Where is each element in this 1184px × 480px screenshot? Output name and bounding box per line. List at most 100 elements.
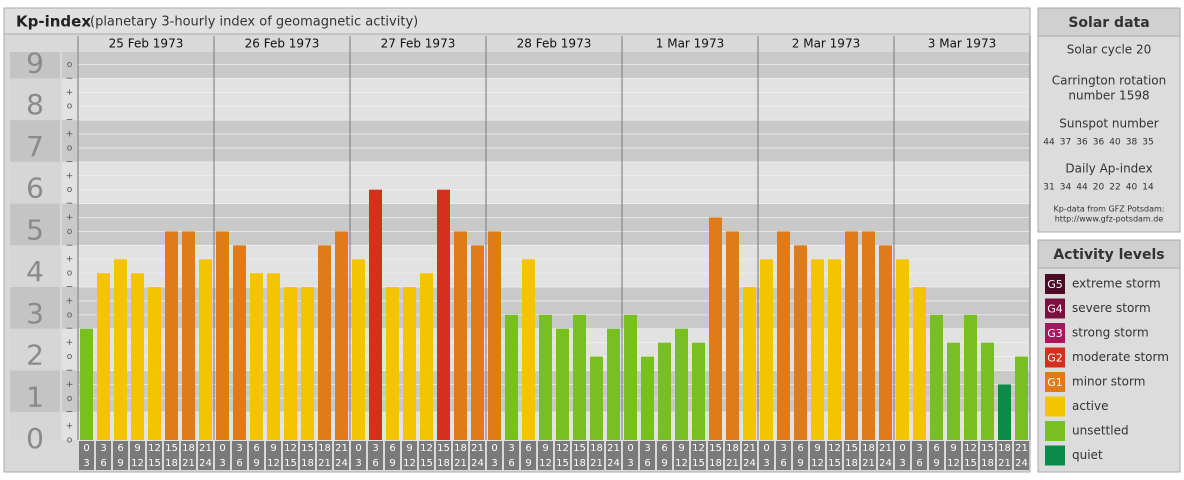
ap-value: 44 [1076,183,1088,193]
slot-label: 12 [284,443,297,454]
y-tick-label: 4 [26,255,44,288]
header [3,7,1031,35]
axis-band [62,245,77,288]
slot-box [997,441,1012,470]
slot-label: 21 [1015,443,1028,454]
minor-tick-label: o [67,394,73,404]
slot-label: 9 [950,443,956,454]
legend-label: severe storm [1072,301,1151,315]
slot-box [912,441,927,470]
bar [199,259,212,440]
slot-box [351,441,366,470]
axis-band [10,245,60,288]
day-label: 1 Mar 1973 [656,37,724,51]
slot-label: 21 [471,443,484,454]
bar [369,189,382,440]
minor-tick-label: o [67,227,73,237]
y-tick-label: 7 [26,130,44,163]
slot-label: 15 [165,443,178,454]
slot-label: 18 [845,458,858,469]
day-label: 2 Mar 1973 [792,37,860,51]
legend-title: Activity levels [1053,247,1164,263]
slot-box [96,441,111,470]
bar [267,273,280,440]
slot-label: 0 [763,443,769,454]
slot-label: 6 [797,443,803,454]
bar [318,245,331,440]
source: http://www.gfz-potsdam.de [1055,215,1164,224]
slot-label: 6 [525,443,531,454]
slot-label: 3 [372,443,378,454]
slot-box [827,441,842,470]
axis-band [10,78,60,121]
slot-box [538,441,553,470]
bar [250,273,263,440]
slot-box [810,441,825,470]
slot-label: 15 [828,458,841,469]
bar [420,273,433,440]
bar [505,314,518,440]
bar [624,314,637,440]
slot-box [300,441,315,470]
minor-tick-label: + [66,338,74,348]
slot-label: 3 [899,458,905,469]
slot-box [946,441,961,470]
ap-value: 34 [1060,183,1072,193]
slot-box [759,441,774,470]
minor-tick-label: + [66,380,74,390]
slot-box [589,441,604,470]
slot-box [674,441,689,470]
slot-label: 3 [236,443,242,454]
y-tick-label: 5 [26,213,44,246]
axis-band [62,287,77,329]
slot-box [334,441,349,470]
minor-tick-label: − [66,74,74,84]
legend-badge: G2 [1047,352,1063,365]
sunspots-value: 44 [1043,138,1055,148]
slot-label: 24 [471,458,484,469]
slot-box [963,441,978,470]
legend-swatch [1045,298,1065,319]
source: Kp-data from GFZ Potsdam: [1054,205,1165,214]
minor-tick-label: − [66,366,74,376]
slot-box [470,441,485,470]
slot-box [232,441,247,470]
minor-tick-label: − [66,157,74,167]
bar [794,245,807,440]
ap-value: 20 [1093,183,1105,193]
legend-header [1037,239,1181,269]
slot-box [708,441,723,470]
slot-label: 21 [607,443,620,454]
slot-label: 21 [318,458,331,469]
slot-box [249,441,264,470]
day-label: 27 Feb 1973 [381,37,456,51]
chart-subtitle: (planetary 3-hourly index of geomagnetic… [90,15,418,30]
slot-label: 15 [284,458,297,469]
slot-label: 6 [933,443,939,454]
slot-label: 3 [644,443,650,454]
bar [590,356,603,440]
axis-band [62,52,77,79]
legend-swatch [1045,372,1065,392]
slot-box [402,441,417,470]
slot-box [980,441,995,470]
bar [573,314,586,440]
y-tick-label: 3 [26,297,44,330]
bar [1015,356,1028,440]
minor-tick-label: o [67,143,73,153]
minor-tick-label: + [66,88,74,98]
slot-label: 9 [389,458,395,469]
slot-box [691,441,706,470]
bar [998,384,1011,440]
bar [947,342,960,440]
slot-box [436,441,451,470]
slot-box [453,441,468,470]
bar [335,231,348,440]
slot-label: 3 [508,443,514,454]
slot-label: 12 [539,458,552,469]
slot-label: 18 [165,458,178,469]
slot-label: 21 [454,458,467,469]
slot-label: 24 [743,458,756,469]
slot-box [640,441,655,470]
slot-label: 0 [219,443,225,454]
